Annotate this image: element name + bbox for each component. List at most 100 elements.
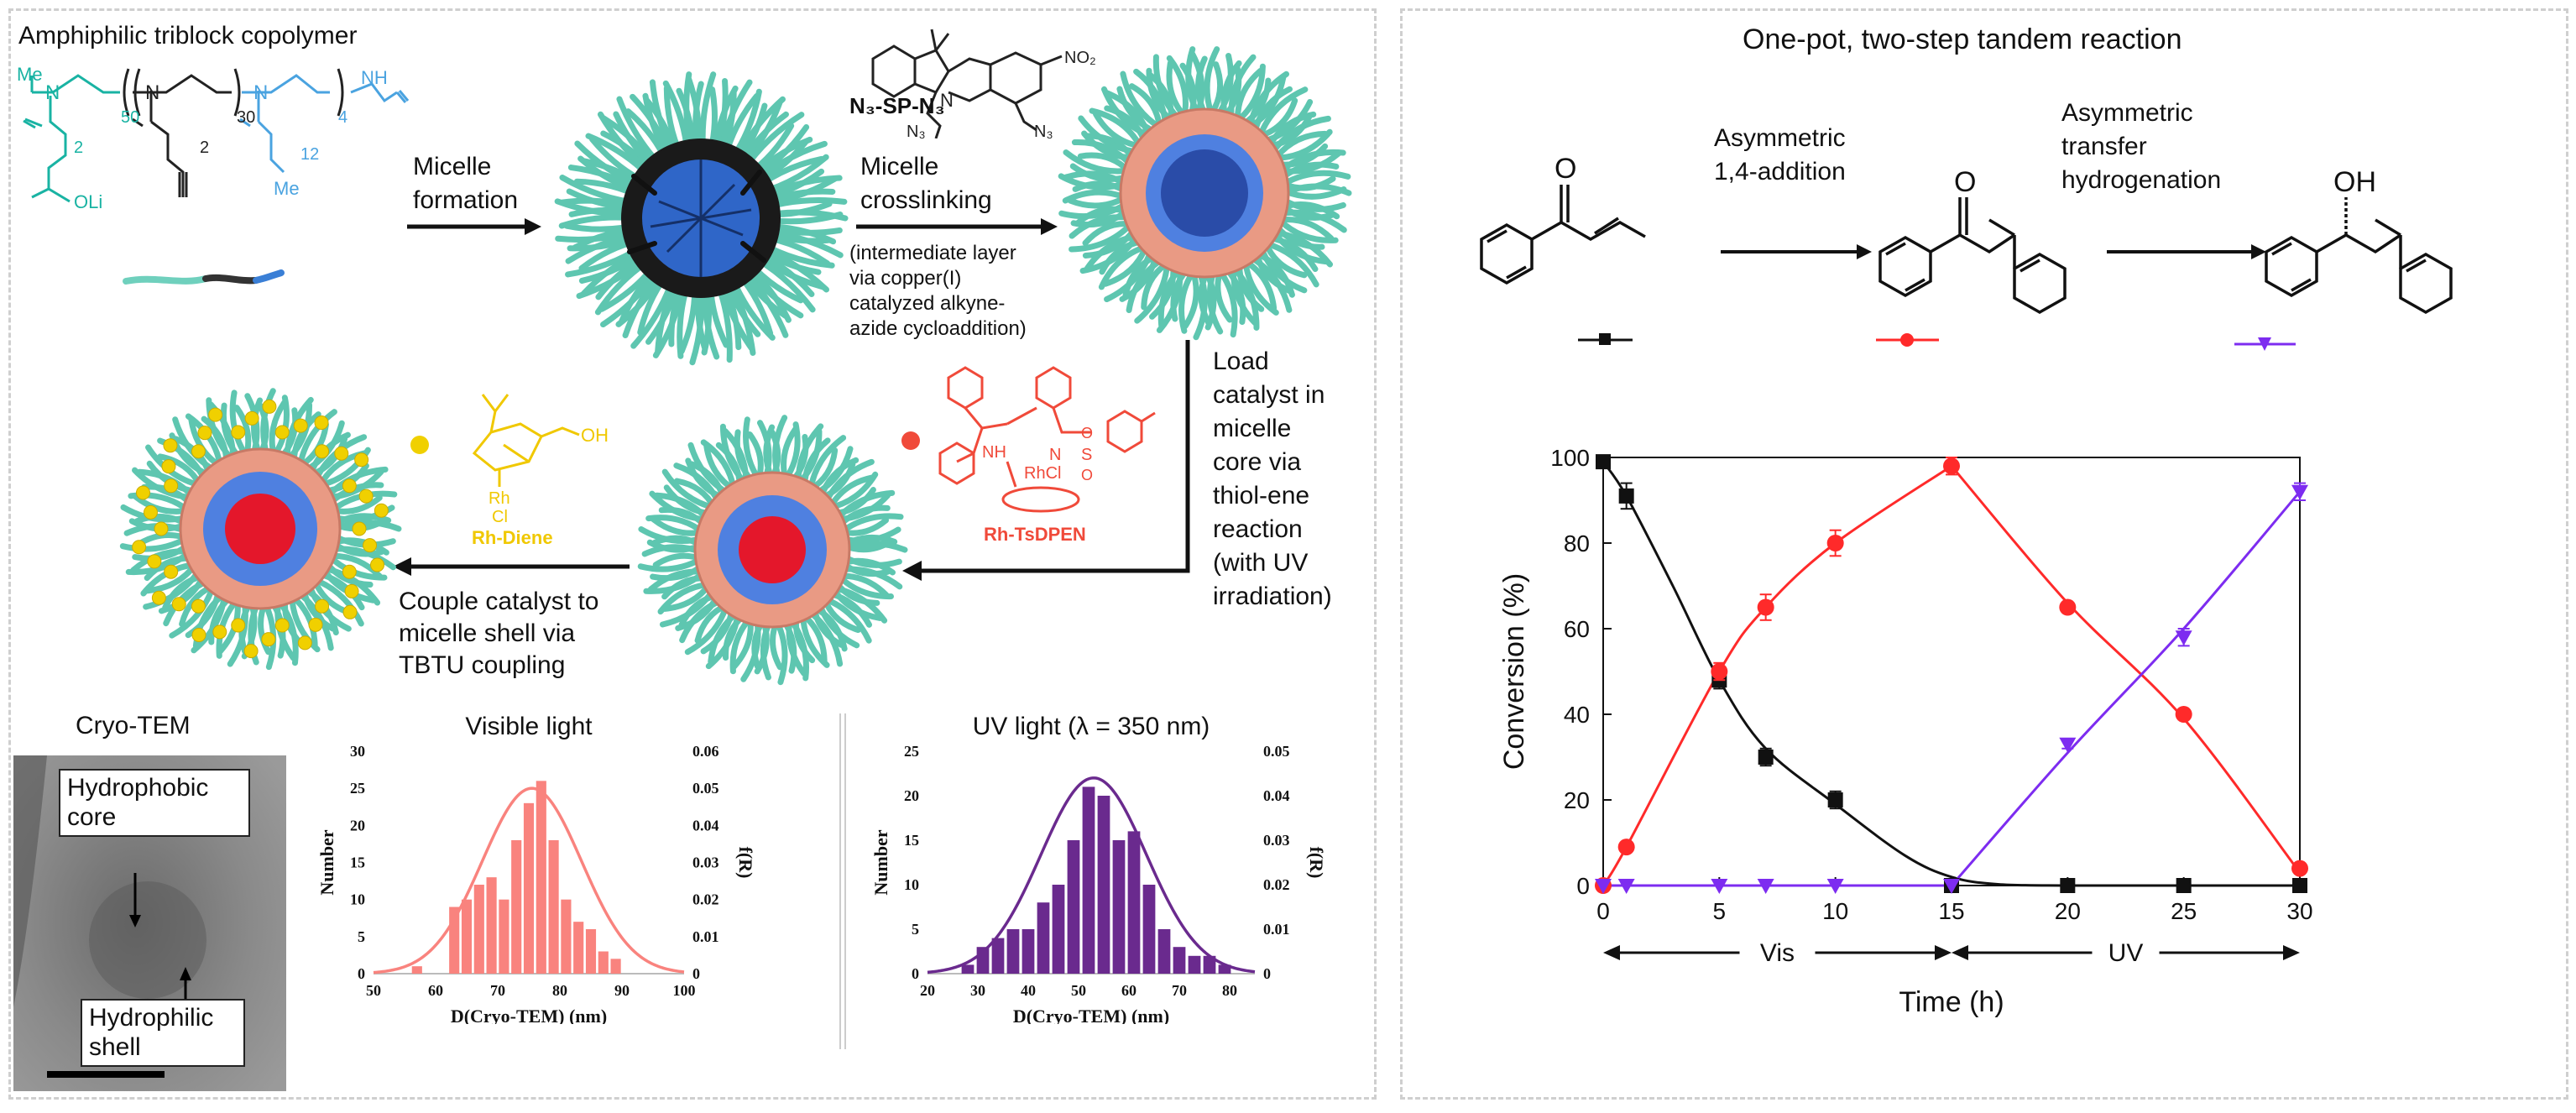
x-tick-label: 70 [1172,982,1187,999]
fit-curve [927,776,1256,975]
x-tick-label: 20 [920,982,935,999]
uv-label-bg [2092,938,2160,968]
y-tick-label: 15 [350,854,365,871]
rh-diene-bead [344,583,359,598]
data-point-triangle [1943,879,1960,894]
copolymer-title: Amphiphilic triblock copolymer [18,22,358,50]
histogram-bar [1006,929,1020,974]
x-tick-label: 50 [1071,982,1086,999]
y-axis-label: Conversion (%) [1498,573,1530,770]
rh-diene-bead [212,624,227,640]
y2-axis-label: f(R) [1306,847,1327,879]
data-point-square [1618,488,1634,504]
data-point-square [2176,878,2192,893]
x-axis-label: Time (h) [1899,986,2004,1018]
y-tick-label: 30 [350,743,365,760]
step4-line2: micelle shell via [399,619,576,647]
rh-diene-bead [197,426,212,441]
diene-rh: Rh [489,489,510,508]
y-axis-label: Number [870,829,891,895]
y2-tick-label: 0.04 [692,817,719,833]
crosslinker-name: N₃-SP-N₃ [849,93,945,118]
label-n2: N [145,81,159,104]
data-point-triangle [1826,879,1844,894]
vis-label: Vis [1760,939,1795,967]
rh-diene-bead [314,415,329,431]
data-point-circle [1617,839,1635,856]
data-point-square [2292,878,2307,893]
micelle-final [119,388,402,671]
step-a-line1: Asymmetric [1714,124,1846,152]
curve-purple-rise [1950,490,2302,886]
x-tick-label: 0 [1596,898,1610,924]
left-panel [8,8,1377,1100]
y2-axis-label: f(R) [735,847,756,879]
polymer-strand [1278,209,1347,233]
rh-diene-bead [151,590,166,605]
step3-line7: (with UV [1213,549,1309,577]
rh-diene-bead [363,538,378,553]
data-point-circle [1943,457,1960,475]
rh-diene-bead [132,540,147,555]
rh-diene-bead [358,489,374,504]
histogram-bar [610,959,621,974]
diene-cl: Cl [492,508,508,526]
rh-diene-name: Rh-Diene [472,527,553,548]
step-b-line3: hydrogenation [2061,166,2222,194]
histogram-bar [1173,947,1186,974]
tsdpen-o1: O [1081,425,1093,442]
histogram-uv-light: UV light (λ = 350 nm) 20 30 40 50 60 70 80 0 5 10 1… [870,713,1327,1024]
curve-red-rise [1602,464,1952,886]
rh-diene-bead [315,598,330,614]
data-point-triangle [2291,484,2308,500]
data-point-circle [1757,598,1774,616]
y-axis-label: Number [316,829,337,895]
histogram-bar [1022,929,1035,974]
x-tick-label: 80 [552,982,567,999]
polymer-strand [1228,54,1257,122]
rh-diene-bead [154,521,169,536]
rh-diene-bead [293,418,308,433]
x-tick-label: 10 [1822,898,1848,924]
label-n1: N [45,81,60,104]
histogram-bar [536,781,546,974]
y2-tick-label: 0.01 [692,928,719,945]
y-tick-label: 20 [1564,787,1590,813]
y-tick-label: 0 [912,965,919,982]
histogram-bar [1082,786,1095,974]
histogram-bar [1067,840,1080,974]
y-tick-label: 20 [350,817,365,833]
histogram-bar [1097,796,1110,974]
histogram-bar [1037,902,1050,974]
y-tick-label: 80 [1564,530,1590,556]
y-tick-label: 25 [350,780,365,797]
histogram-title: UV light (λ = 350 nm) [973,713,1210,740]
polymer-strand [1078,115,1140,155]
data-point-triangle [1757,879,1774,894]
histogram-title: Visible light [465,713,593,740]
y2-tick-label: 0.06 [692,743,719,760]
rh-diene-bead [274,425,290,440]
yellow-catalyst-dot [410,436,429,454]
data-point-triangle [1595,879,1612,894]
y2-tick-label: 0.03 [1263,832,1290,849]
data-point-square [1596,454,1611,470]
step-b-line1: Asymmetric [2061,99,2193,127]
legend-square-marker [1599,333,1611,345]
polymer-strand [1257,86,1309,139]
label-me2: Me [274,178,300,199]
label-me: Me [17,64,43,85]
histogram-bar [573,922,584,974]
micelle-crosslinked [1058,46,1352,341]
uv-arrowhead-right [2283,945,2300,960]
rh-tsdpen-name: Rh-TsDPEN [984,524,1086,545]
label-50: 50 [121,108,139,127]
histogram-bar [548,840,559,974]
step2-note-2: via copper(I) [849,267,962,290]
y2-tick-label: 0 [692,965,700,982]
y-tick-label: 15 [904,832,919,849]
y-tick-label: 10 [350,891,365,908]
polymer-strand [1058,201,1129,220]
y2-tick-label: 0.02 [1263,876,1290,893]
tsdpen-nh: NH [982,443,1006,462]
